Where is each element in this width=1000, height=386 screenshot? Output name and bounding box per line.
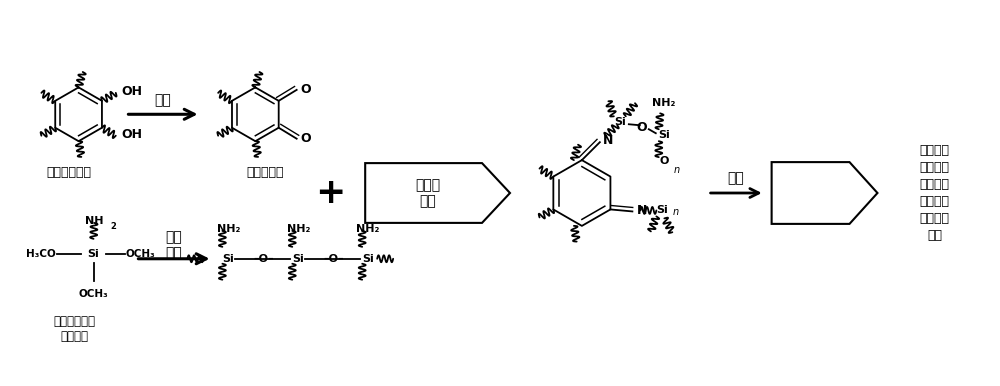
Text: Si: Si	[88, 249, 99, 259]
Polygon shape	[365, 163, 510, 223]
Text: 多酚类化合物: 多酚类化合物	[46, 166, 91, 179]
Text: NH: NH	[85, 216, 104, 226]
Polygon shape	[772, 162, 877, 224]
Text: +: +	[315, 176, 345, 210]
Text: Si: Si	[658, 130, 670, 140]
Text: N: N	[636, 204, 647, 217]
Text: 氧化: 氧化	[154, 93, 171, 107]
Text: Si: Si	[223, 254, 234, 264]
Text: 纤维: 纤维	[727, 171, 744, 185]
Text: n: n	[672, 207, 678, 217]
Text: Si: Si	[614, 117, 626, 127]
Text: H₃CO: H₃CO	[26, 249, 56, 259]
Text: Si: Si	[292, 254, 304, 264]
Text: 硅氧烷改性氨
基化合物: 硅氧烷改性氨 基化合物	[54, 315, 96, 342]
Text: NH₂: NH₂	[356, 224, 380, 234]
Text: n: n	[674, 165, 680, 175]
Text: 多酚（醌）: 多酚（醌）	[247, 166, 284, 179]
Text: NH₂: NH₂	[287, 224, 310, 234]
Text: OCH₃: OCH₃	[79, 289, 108, 299]
Text: O: O	[636, 121, 647, 134]
Text: N: N	[603, 134, 613, 147]
Text: OCH₃: OCH₃	[126, 249, 155, 259]
Text: –O–: –O–	[323, 254, 344, 264]
Text: Si: Si	[362, 254, 374, 264]
Text: NH₂: NH₂	[652, 98, 675, 108]
Text: 2: 2	[111, 222, 116, 231]
Text: 席夫碱
反应: 席夫碱 反应	[415, 178, 440, 208]
Text: O: O	[301, 132, 311, 145]
Text: NH₂: NH₂	[217, 224, 240, 234]
Text: OH: OH	[121, 128, 142, 141]
Text: OH: OH	[121, 85, 142, 98]
Text: 水解
交联: 水解 交联	[165, 230, 182, 260]
Text: 调控反应
条件、结
晶形态得
表面不同
形貌改性
纤维: 调控反应 条件、结 晶形态得 表面不同 形貌改性 纤维	[919, 144, 949, 242]
Text: Si: Si	[656, 205, 668, 215]
Text: O: O	[659, 156, 668, 166]
Text: –O–: –O–	[253, 254, 274, 264]
Text: O: O	[301, 83, 311, 96]
